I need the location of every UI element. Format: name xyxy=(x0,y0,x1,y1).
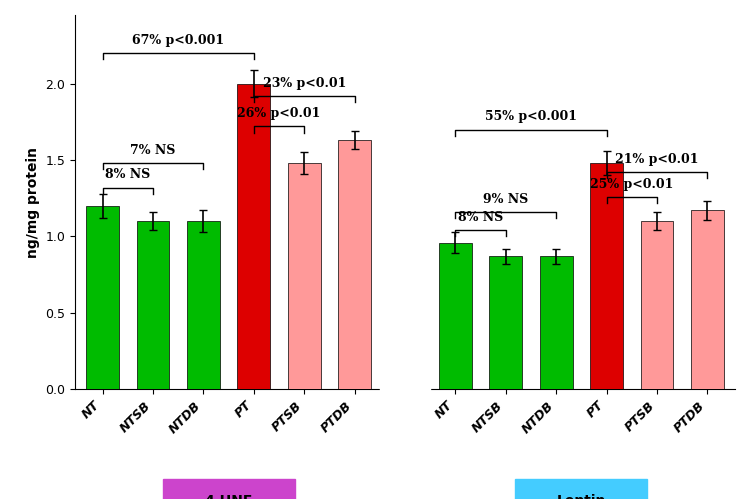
FancyBboxPatch shape xyxy=(515,479,647,499)
Bar xyxy=(380,15,430,389)
Bar xyxy=(691,211,724,389)
Bar xyxy=(540,256,572,389)
Text: 25% p<0.01: 25% p<0.01 xyxy=(590,178,674,191)
Text: 67% p<0.001: 67% p<0.001 xyxy=(132,34,224,47)
Bar xyxy=(238,84,270,389)
FancyBboxPatch shape xyxy=(163,479,295,499)
Bar xyxy=(640,221,674,389)
Bar xyxy=(288,163,320,389)
Text: 9% NS: 9% NS xyxy=(483,193,529,206)
Bar xyxy=(380,386,430,392)
Y-axis label: ng/mg protein: ng/mg protein xyxy=(26,147,40,257)
Bar xyxy=(187,221,220,389)
Text: 4 HNE: 4 HNE xyxy=(205,495,252,499)
Text: 23% p<0.01: 23% p<0.01 xyxy=(262,77,346,90)
Bar xyxy=(86,206,119,389)
Text: 21% p<0.01: 21% p<0.01 xyxy=(615,153,699,166)
Bar xyxy=(490,256,522,389)
Bar xyxy=(439,243,472,389)
Bar xyxy=(136,221,170,389)
Text: 55% p<0.001: 55% p<0.001 xyxy=(485,110,577,123)
Bar xyxy=(338,140,371,389)
Text: 26% p<0.01: 26% p<0.01 xyxy=(237,107,321,120)
Text: 8% NS: 8% NS xyxy=(458,211,503,224)
Text: Leptin: Leptin xyxy=(556,495,606,499)
Text: 8% NS: 8% NS xyxy=(105,169,151,182)
Bar xyxy=(590,163,623,389)
Text: 7% NS: 7% NS xyxy=(130,144,176,157)
